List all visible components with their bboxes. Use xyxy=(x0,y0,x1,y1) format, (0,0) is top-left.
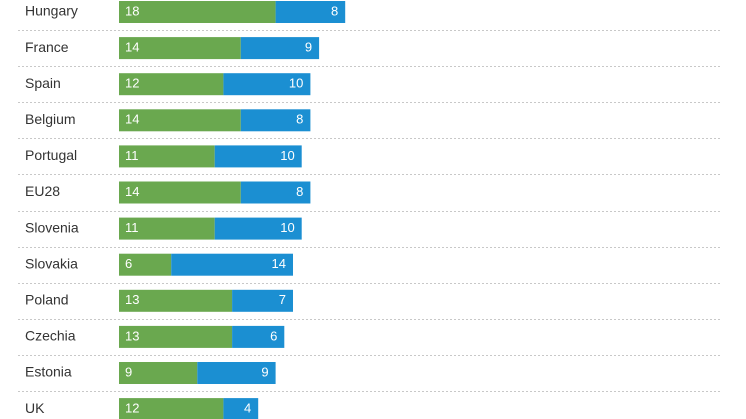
bar-segment xyxy=(197,362,276,384)
data-label: 6 xyxy=(125,256,132,271)
bar-segment xyxy=(232,289,293,312)
data-label: 9 xyxy=(305,40,312,55)
bar-segment xyxy=(214,145,302,168)
data-label: 14 xyxy=(125,112,139,127)
bar-segment xyxy=(119,1,276,23)
bar-segment xyxy=(119,398,224,419)
category-label: Hungary xyxy=(25,3,78,19)
data-label: 9 xyxy=(125,364,132,379)
data-label: 18 xyxy=(125,3,139,18)
bar-segment xyxy=(240,181,311,204)
bar-segment xyxy=(119,217,215,240)
bar-segment xyxy=(240,109,311,132)
data-label: 11 xyxy=(125,220,139,235)
data-label: 12 xyxy=(125,76,139,91)
category-label: Slovenia xyxy=(25,219,79,235)
category-label: UK xyxy=(25,400,45,416)
data-label: 14 xyxy=(125,40,139,55)
bar-segment xyxy=(119,181,241,204)
data-label: 10 xyxy=(289,76,303,91)
category-label: Slovakia xyxy=(25,255,78,271)
data-label: 10 xyxy=(280,220,294,235)
data-label: 14 xyxy=(125,184,139,199)
data-label: 8 xyxy=(331,3,338,18)
bar-segment xyxy=(119,253,172,276)
category-label: Estonia xyxy=(25,364,72,380)
data-label: 8 xyxy=(296,184,303,199)
category-label: Czechia xyxy=(25,328,76,344)
bar-segment xyxy=(119,145,215,168)
bar-segment xyxy=(275,1,346,23)
bar-segment xyxy=(119,362,198,384)
category-label: Belgium xyxy=(25,111,76,127)
category-label: EU28 xyxy=(25,183,60,199)
data-label: 4 xyxy=(244,401,251,416)
data-label: 11 xyxy=(125,148,139,163)
bar-segment xyxy=(119,73,224,96)
bar-segment xyxy=(171,253,293,276)
data-label: 9 xyxy=(261,364,268,379)
data-label: 13 xyxy=(125,292,139,307)
category-label: Poland xyxy=(25,292,69,308)
data-label: 13 xyxy=(125,328,139,343)
bar-segment xyxy=(223,398,259,419)
data-label: 8 xyxy=(296,112,303,127)
data-label: 14 xyxy=(272,256,286,271)
bar-segment xyxy=(232,325,285,348)
bar-segment xyxy=(119,37,241,60)
data-label: 7 xyxy=(279,292,286,307)
category-label: Portugal xyxy=(25,147,77,163)
category-label: Spain xyxy=(25,75,61,91)
bar-segment xyxy=(223,73,311,96)
bar-segment xyxy=(119,325,233,348)
bar-segment xyxy=(214,217,302,240)
bar-segment xyxy=(119,109,241,132)
bar-segment xyxy=(240,37,320,60)
data-label: 10 xyxy=(280,148,294,163)
category-label: France xyxy=(25,39,69,55)
bar-segment xyxy=(119,289,233,312)
data-label: 6 xyxy=(270,328,277,343)
data-label: 12 xyxy=(125,401,139,416)
